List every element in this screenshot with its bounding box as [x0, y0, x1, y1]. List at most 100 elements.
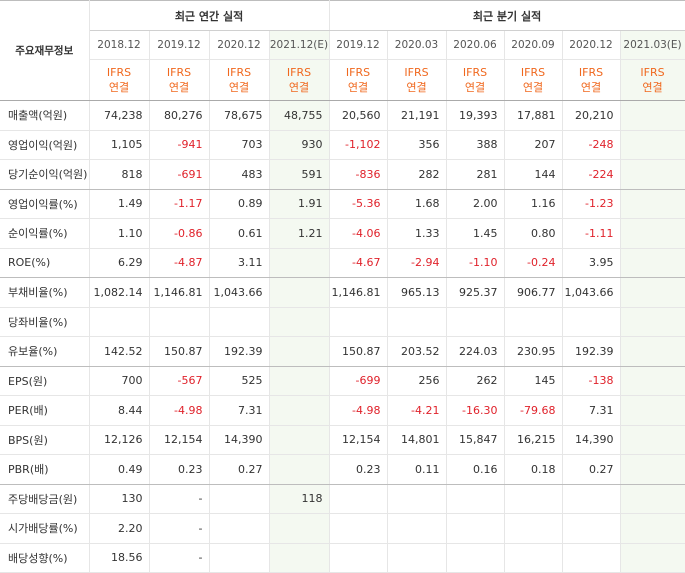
table-row: 영업이익(억원) 1,105 -941 703 930 -1,102 356 388 207 -2…	[0, 130, 685, 160]
date-header-row: 2018.12 2019.12 2020.12 2021.12(E) 2019.12 20…	[0, 30, 685, 60]
value-cell: -224	[562, 159, 621, 190]
value-cell	[620, 454, 685, 485]
value-cell	[446, 484, 505, 514]
value-cell: 282	[387, 159, 447, 190]
value-cell: -2.94	[387, 248, 447, 278]
ifrs-header-row: IFRS 연결 IFRS 연결 IFRS 연결 IFRS 연결 IFRS 연결 IFRS 연결 IFRS…	[0, 59, 685, 101]
value-cell	[562, 543, 621, 573]
table-row: PBR(배) 0.49 0.23 0.27 0.23 0.11 0.16 0.18 0.27	[0, 454, 685, 485]
value-cell	[504, 307, 563, 337]
table-row: 배당성향(%) 18.56-	[0, 543, 685, 573]
value-cell	[504, 484, 563, 514]
value-cell: -4.87	[149, 248, 210, 278]
value-cell	[620, 484, 685, 514]
value-cell: 150.87	[328, 336, 388, 367]
value-cell: 1.45	[446, 218, 505, 249]
value-cell: -941	[149, 130, 210, 160]
value-cell: 818	[89, 159, 150, 190]
table-row: PER(배) 8.44 -4.98 7.31 -4.98 -4.21 -16.30 -79.6…	[0, 395, 685, 426]
value-cell: 356	[387, 130, 447, 160]
ifrs-line1: IFRS	[226, 66, 252, 79]
value-cell	[620, 277, 685, 308]
value-cell: 1.68	[387, 189, 447, 219]
ifrs-line2: 연결	[580, 81, 602, 94]
table-row: BPS(원) 12,126 12,154 14,390 12,154 14,801 15,8…	[0, 425, 685, 455]
value-cell: 700	[89, 366, 150, 396]
ifrs-line2: 연결	[464, 81, 486, 94]
value-cell: 16,215	[504, 425, 563, 455]
value-cell: 1.21	[269, 218, 330, 249]
row-label: 순이익률(%)	[0, 218, 90, 249]
value-cell: 20,560	[328, 100, 388, 131]
ifrs-label: IFRS 연결	[209, 59, 270, 101]
value-cell: 0.49	[89, 454, 150, 485]
ifrs-label: IFRS 연결	[269, 59, 330, 101]
value-cell	[562, 307, 621, 337]
value-cell: 142.52	[89, 336, 150, 367]
value-cell: 965.13	[387, 277, 447, 308]
value-cell: 525	[209, 366, 270, 396]
value-cell: 78,675	[209, 100, 270, 131]
ifrs-line1: IFRS	[345, 66, 371, 79]
value-cell: 703	[209, 130, 270, 160]
period-header: 2020.09	[504, 30, 563, 60]
value-cell: 145	[504, 366, 563, 396]
value-cell	[209, 543, 270, 573]
value-cell: -1,102	[328, 130, 388, 160]
value-cell	[562, 484, 621, 514]
value-cell: 19,393	[446, 100, 505, 131]
table-row: 영업이익률(%) 1.49 -1.17 0.89 1.91 -5.36 1.68 2.00 1.…	[0, 189, 685, 219]
value-cell	[620, 366, 685, 396]
table-row: 부채비율(%) 1,082.14 1,146.81 1,043.66 1,146.81 9…	[0, 277, 685, 308]
ifrs-label: IFRS 연결	[387, 59, 447, 101]
value-cell	[620, 395, 685, 426]
value-cell: 0.23	[149, 454, 210, 485]
ifrs-label: IFRS 연결	[446, 59, 505, 101]
value-cell: -	[149, 484, 210, 514]
value-cell: -	[149, 543, 210, 573]
row-label: PBR(배)	[0, 454, 90, 485]
value-cell: 0.23	[328, 454, 388, 485]
value-cell: 1.16	[504, 189, 563, 219]
table-row: 주당배당금(원) 130- 118	[0, 484, 685, 514]
value-cell: 0.80	[504, 218, 563, 249]
value-cell: -248	[562, 130, 621, 160]
value-cell: 930	[269, 130, 330, 160]
ifrs-label: IFRS 연결	[620, 59, 685, 101]
value-cell: -1.17	[149, 189, 210, 219]
value-cell: -0.24	[504, 248, 563, 278]
ifrs-line2: 연결	[406, 81, 427, 94]
value-cell	[269, 425, 330, 455]
value-cell: 1,105	[89, 130, 150, 160]
value-cell: 80,276	[149, 100, 210, 131]
quarter-group-header: 최근 분기 실적	[328, 0, 685, 31]
value-cell: 203.52	[387, 336, 447, 367]
value-cell: 1,146.81	[328, 277, 388, 308]
table-row: ROE(%) 6.29 -4.87 3.11 -4.67 -2.94 -1.10 -0.24 3…	[0, 248, 685, 278]
value-cell: -4.67	[328, 248, 388, 278]
value-cell	[149, 307, 210, 337]
value-cell: 591	[269, 159, 330, 190]
value-cell: 14,390	[209, 425, 270, 455]
corner-label: 주요재무정보	[0, 0, 90, 101]
value-cell	[269, 366, 330, 396]
period-header: 2020.06	[446, 30, 505, 60]
value-cell: -138	[562, 366, 621, 396]
ifrs-label: IFRS 연결	[89, 59, 150, 101]
value-cell: 3.95	[562, 248, 621, 278]
ifrs-line1: IFRS	[106, 66, 132, 79]
row-label: 주당배당금(원)	[0, 484, 90, 514]
value-cell	[620, 307, 685, 337]
ifrs-line2: 연결	[168, 81, 190, 94]
value-cell: 906.77	[504, 277, 563, 308]
row-label: 당기순이익(억원)	[0, 159, 90, 190]
table-row: 시가배당률(%) 2.20-	[0, 513, 685, 544]
value-cell: 230.95	[504, 336, 563, 367]
value-cell	[89, 307, 150, 337]
value-cell: 21,191	[387, 100, 447, 131]
value-cell	[620, 336, 685, 367]
value-cell	[504, 513, 563, 544]
table-row: 당좌비율(%)	[0, 307, 685, 337]
row-label: 당좌비율(%)	[0, 307, 90, 337]
value-cell: 144	[504, 159, 563, 190]
